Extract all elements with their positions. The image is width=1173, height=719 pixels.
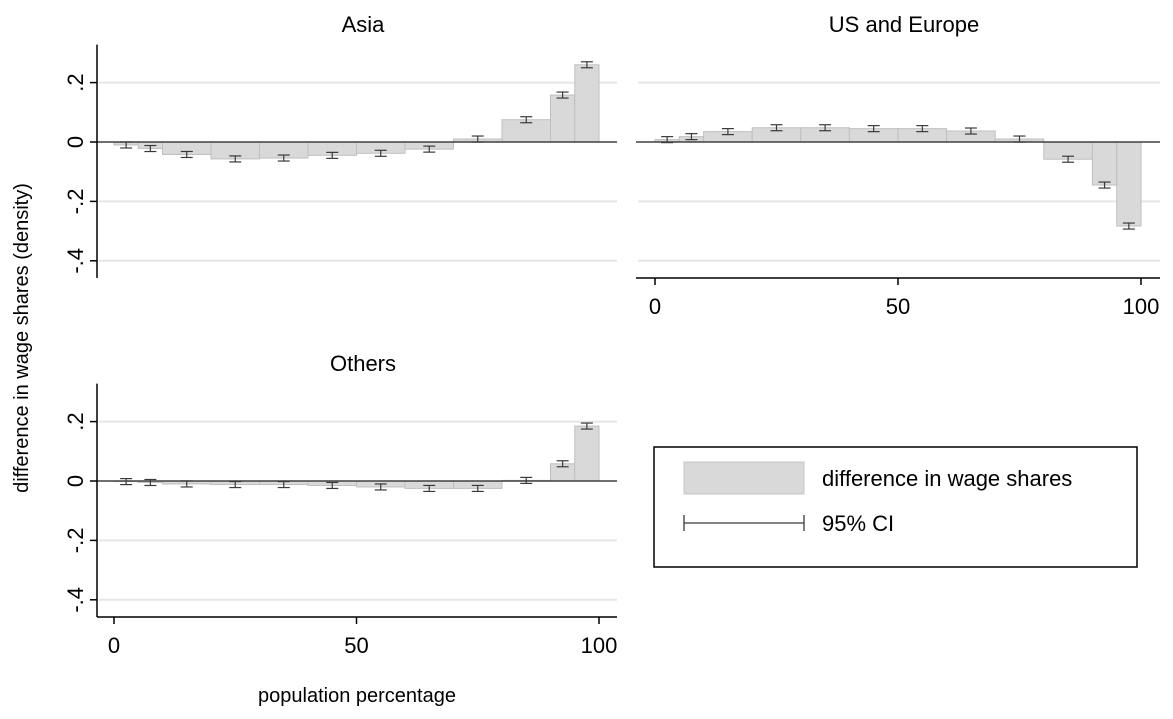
ci-marker — [1098, 181, 1111, 189]
ci-marker — [580, 422, 593, 430]
ci-marker — [520, 476, 533, 485]
bar — [574, 425, 600, 482]
panels: Asia .2 0 -.2 -.4 US and Europe 0 50 100 Others .2… — [63, 12, 1160, 658]
x-tick-label: 100 — [1123, 294, 1160, 319]
ci-marker — [277, 480, 290, 489]
x-tick-label: 0 — [108, 633, 120, 658]
panel-1: US and Europe 0 50 100 — [636, 12, 1160, 319]
ci-marker — [180, 480, 193, 488]
ci-marker — [471, 484, 484, 493]
legend-label-bars: difference in wage shares — [822, 466, 1072, 491]
x-tick-label: 100 — [581, 633, 618, 658]
y-tick-label: -.4 — [63, 587, 88, 613]
panel-title: US and Europe — [829, 12, 979, 37]
ci-marker — [326, 151, 339, 159]
ci-marker — [423, 145, 436, 153]
ci-marker — [520, 116, 533, 124]
x-tick-label: 50 — [344, 633, 368, 658]
ci-marker — [180, 150, 193, 159]
ci-marker — [1013, 135, 1026, 143]
bar — [1116, 141, 1142, 227]
y-tick-label: 0 — [63, 475, 88, 487]
legend-ci-swatch — [683, 515, 805, 531]
ci-marker — [580, 61, 593, 69]
legend-label-ci: 95% CI — [822, 511, 894, 536]
y-tick-label: 0 — [63, 136, 88, 148]
ci-marker — [277, 154, 290, 162]
ci-marker — [770, 124, 783, 132]
ci-marker — [229, 480, 242, 489]
ci-marker — [374, 149, 387, 157]
ci-marker — [471, 135, 484, 143]
ci-marker — [556, 460, 569, 468]
ci-marker — [556, 91, 569, 99]
ci-marker — [685, 133, 698, 141]
legend: difference in wage shares 95% CI — [653, 446, 1138, 568]
bar — [550, 94, 576, 143]
ci-marker — [423, 484, 436, 493]
ci-marker — [916, 125, 929, 133]
y-tick-label: -.2 — [63, 189, 88, 215]
bar — [1091, 141, 1118, 186]
panel-0: Asia .2 0 -.2 -.4 — [63, 12, 617, 278]
ci-marker — [374, 483, 387, 491]
bar — [574, 64, 600, 143]
legend-bar-swatch — [683, 461, 805, 495]
y-tick-label: -.2 — [63, 528, 88, 554]
ci-marker — [1062, 155, 1075, 163]
panel-title: Asia — [342, 12, 386, 37]
y-axis-title: difference in wage shares (density) — [11, 183, 33, 493]
ci-marker — [867, 125, 880, 133]
ci-marker — [1122, 222, 1135, 230]
ci-marker — [661, 136, 674, 144]
y-tick-label: .2 — [63, 73, 88, 91]
y-tick-label: -.4 — [63, 248, 88, 274]
x-axis-title: population percentage — [258, 685, 456, 707]
ci-marker — [964, 127, 977, 135]
ci-marker — [819, 124, 832, 132]
ci-marker — [120, 141, 133, 149]
ci-marker — [144, 144, 157, 153]
ci-marker — [326, 481, 339, 490]
ci-marker — [721, 128, 734, 136]
ci-marker — [229, 155, 242, 163]
panel-2: Others .2 0 -.2 -.4 0 50 100 — [63, 351, 617, 658]
ci-marker — [120, 477, 133, 486]
y-tick-label: .2 — [63, 412, 88, 430]
x-tick-label: 50 — [886, 294, 910, 319]
x-tick-label: 0 — [649, 294, 661, 319]
panel-title: Others — [330, 351, 396, 376]
ci-marker — [144, 478, 157, 487]
